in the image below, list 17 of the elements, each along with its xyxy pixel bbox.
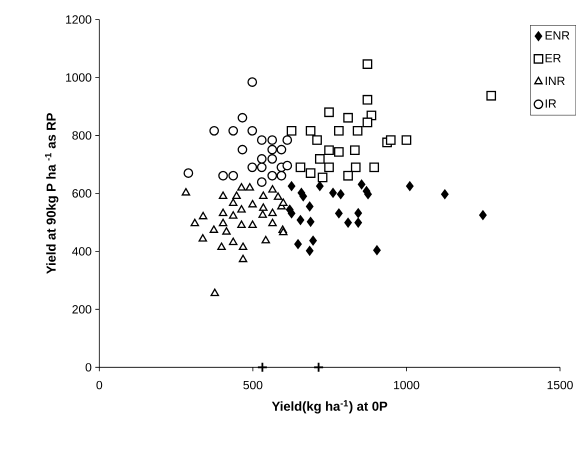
y-tick-label: 800 bbox=[72, 131, 92, 140]
x-tick-label: 1000 bbox=[394, 380, 420, 390]
y-axis-title: Yield at 90kg P ha $^{-1}$ as RP bbox=[45, 113, 58, 274]
x-axis-title: Yield(kg ha$^{-1}$) at 0P bbox=[272, 400, 388, 414]
y-tick-label: 400 bbox=[72, 247, 92, 256]
x-tick-label: 0 bbox=[96, 380, 102, 390]
y-tick-label: 200 bbox=[72, 305, 92, 314]
y-tick-label: 1000 bbox=[66, 73, 92, 82]
legend-label: ER bbox=[546, 54, 561, 62]
legend-label: INR bbox=[546, 76, 565, 85]
y-tick-label: 1200 bbox=[66, 15, 92, 24]
y-tick-label: 600 bbox=[72, 189, 92, 198]
x-tick-label: 1500 bbox=[548, 380, 573, 390]
x-tick-label: 500 bbox=[243, 380, 262, 390]
legend-label: ENR bbox=[546, 31, 570, 40]
legend-label: IR bbox=[546, 99, 556, 108]
y-tick-label: 0 bbox=[86, 363, 92, 372]
